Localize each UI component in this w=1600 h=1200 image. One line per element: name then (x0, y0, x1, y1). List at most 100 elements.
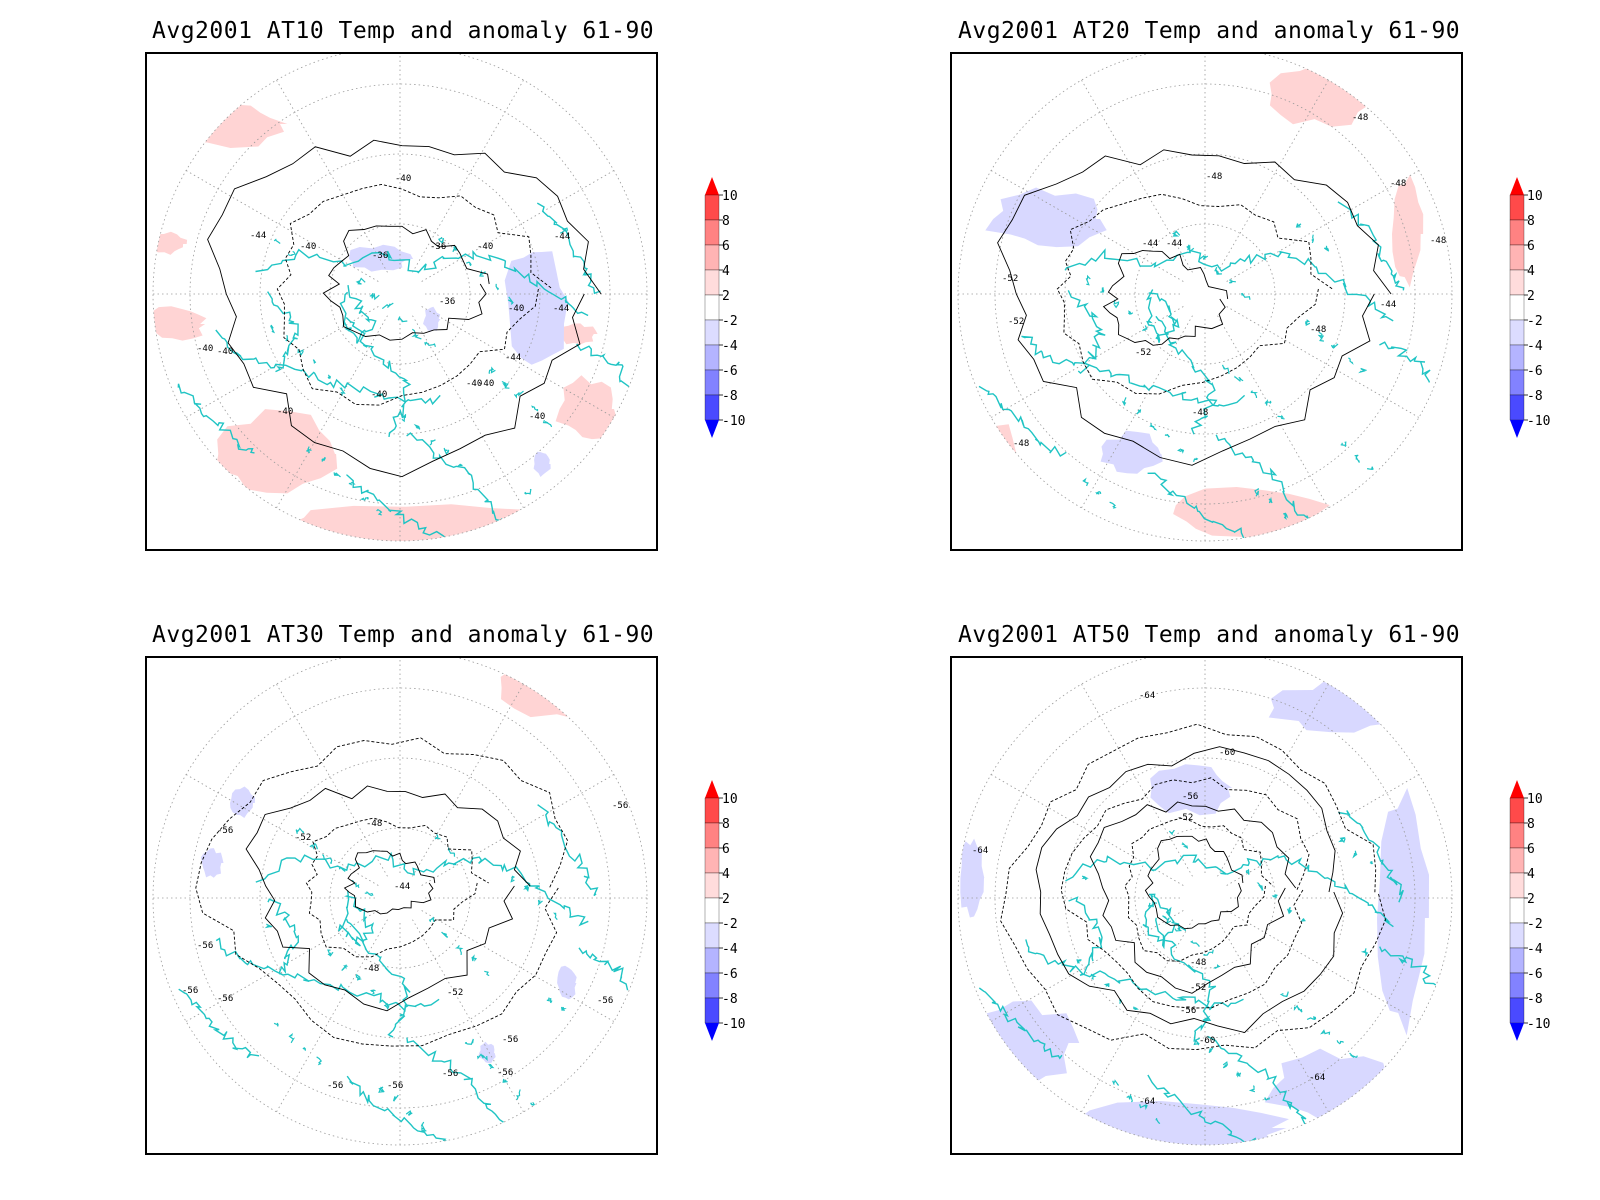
meridian-line (990, 774, 1184, 886)
cold-anomaly-patch (200, 848, 224, 878)
coastline (1337, 201, 1405, 291)
contour-label: -36 (439, 297, 455, 307)
coastline-fragment (1177, 448, 1185, 454)
coastline-fragment (1286, 906, 1293, 915)
map-layers: -56 -52 -48 -44 -56 -56 -56 -56 -48 -52 -56 -56 -56 -… (153, 658, 647, 1145)
coastline-fragment (1208, 1047, 1214, 1054)
contour-label: -52 (1190, 983, 1206, 993)
coastline-fragment (429, 439, 436, 446)
coastline (1021, 335, 1246, 407)
coastline-fragment (1082, 477, 1089, 487)
cold-anomaly-patch (985, 187, 1107, 248)
coastline-fragment (523, 885, 530, 892)
colorbar-tick-label: 6 (1527, 842, 1535, 857)
coastline-fragment (285, 334, 289, 342)
map-at10: -40 -44 -40 -36 -36 -40 -44 -36 -40 -44 -40 -44 -40-… (145, 52, 658, 551)
coastline-fragment (370, 989, 376, 995)
colorbar-tick-label: 8 (722, 214, 730, 229)
coastline (1379, 341, 1431, 383)
coastline-fragment (1358, 367, 1367, 374)
coastline-fragment (401, 414, 407, 423)
contour-label: -56 (497, 1068, 513, 1078)
contour-label: -40 (478, 379, 494, 389)
coastline-fragment (1264, 1097, 1270, 1101)
coastline-fragment (1369, 861, 1374, 865)
coastline (1147, 1074, 1265, 1145)
temperature-contour (1000, 723, 1386, 1050)
contour-label: -48 (1190, 958, 1206, 968)
coastline-fragment (484, 970, 490, 977)
coastline-fragment (338, 866, 346, 873)
temperature-contour (195, 737, 569, 1047)
panel-title-at50: Avg2001 AT50 Temp and anomaly 61-90 (958, 622, 1461, 648)
cold-anomaly-patch (1377, 788, 1429, 1036)
polar-map-at20: -48 -48 -48 -48 -44 -44 -52 -52 -44 -48 -52 -48 -48 (957, 54, 1453, 542)
meridian-line (1226, 774, 1420, 886)
cold-anomaly-patch (960, 838, 985, 918)
hemisphere-border (152, 54, 648, 542)
colorbar-segment (1509, 922, 1525, 949)
colorbar-tick-label: 4 (1527, 264, 1535, 279)
coastline-fragment (1121, 397, 1127, 406)
coastline-fragment (369, 292, 380, 301)
coastline-fragment (1081, 875, 1089, 881)
cold-anomaly-patch (966, 1000, 1080, 1085)
coastline-fragment (1076, 958, 1082, 964)
colorbar-segment (704, 269, 720, 296)
colorbar-at50: 10 8 6 4 2 -2 -4 -6 -8 -10 (1509, 780, 1570, 1062)
colorbar-tick-label: 4 (722, 867, 730, 882)
colorbar-tick-label: -2 (722, 917, 738, 932)
colorbar-tick-label: 10 (722, 189, 738, 204)
coastline-fragment (1256, 882, 1264, 891)
coastline-fragment (378, 1086, 385, 1093)
cold-anomaly-patch (1073, 1101, 1289, 1145)
meridian-line (1217, 79, 1329, 273)
coastline-fragment (437, 237, 445, 244)
colorbar-tick-label: 10 (1527, 189, 1543, 204)
coastline-fragment (321, 854, 333, 865)
coastline-fragment (1360, 948, 1369, 957)
coastline-fragment (1126, 1093, 1133, 1103)
coastline-fragment (1142, 325, 1148, 332)
coastline-fragment (1268, 496, 1273, 504)
coastline-fragment (553, 912, 558, 921)
coastline-fragment (397, 316, 408, 323)
contour-label: -40 (277, 407, 293, 417)
map-at50: -64 -60 -56 -52 -64 -48 -52 -56 -60 -64 -64 (950, 656, 1463, 1155)
colorbar-tick-label: 2 (1527, 289, 1535, 304)
colorbar-tick-label: -4 (1527, 339, 1543, 354)
coastline-fragment (1311, 234, 1315, 244)
coastline-fragment (447, 847, 456, 857)
colorbar-segment (704, 922, 720, 949)
warm-anomaly-patch (215, 409, 338, 494)
contour-label: -44 (1166, 239, 1182, 249)
coastline-fragment (1336, 1040, 1344, 1045)
cold-anomaly-patch (557, 965, 577, 1000)
cold-anomaly-patch (230, 786, 255, 818)
coastline-fragment (1193, 457, 1199, 462)
contour-label: -36 (430, 242, 446, 252)
contour-label: -52 (1177, 813, 1193, 823)
coastline-fragment (1186, 244, 1195, 253)
colorbar-tick-label: 4 (1527, 867, 1535, 882)
contour-label: -56 (502, 1035, 518, 1045)
coastline-fragment (488, 366, 496, 374)
colorbar-segment (1509, 847, 1525, 874)
temperature-contour (1102, 250, 1229, 346)
colorbar-segment (1509, 822, 1525, 849)
colorbar-segment (704, 394, 720, 421)
colorbar-at10: 10 8 6 4 2 -2 -4 -6 -8 -10 (704, 177, 765, 459)
coastline-fragment (1155, 336, 1161, 341)
meridian-line (1217, 919, 1329, 1113)
colorbar-arrow-bottom (705, 420, 719, 438)
coastline-fragment (424, 341, 436, 347)
coastline (1025, 939, 1244, 1011)
coastline (345, 316, 412, 437)
cold-anomaly-patch (533, 451, 551, 477)
colorbar-segment (1509, 947, 1525, 974)
coastline-fragment (1168, 830, 1176, 836)
coastline-fragment (1190, 940, 1200, 947)
contour-label: -56 (442, 1069, 458, 1079)
contour-label: -40 (217, 347, 233, 357)
coastline (978, 987, 1063, 1060)
